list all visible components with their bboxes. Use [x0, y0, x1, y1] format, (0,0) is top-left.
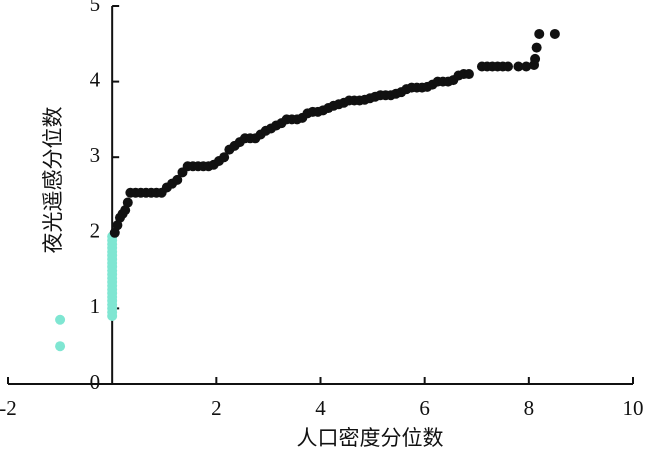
- point: [219, 152, 230, 163]
- y-tick-label: 5: [90, 0, 101, 16]
- y-tick-label: 1: [90, 294, 101, 318]
- x-tick-label: 2: [211, 396, 222, 420]
- point: [55, 341, 66, 352]
- y-tick-label: 4: [90, 67, 101, 91]
- y-tick-label: 2: [90, 219, 101, 243]
- point: [530, 53, 541, 64]
- point: [513, 61, 524, 72]
- x-tick-label: -2: [0, 396, 17, 420]
- point: [172, 174, 183, 185]
- point: [122, 197, 133, 208]
- point: [120, 205, 131, 216]
- point: [521, 61, 532, 72]
- y-axis-label: 夜光遥感分位数: [41, 107, 65, 254]
- y-tick-label: 0: [90, 370, 101, 394]
- x-tick-label: 10: [623, 396, 644, 420]
- point: [503, 61, 513, 72]
- point: [55, 314, 66, 325]
- point: [112, 220, 123, 231]
- x-tick-label: 4: [315, 396, 326, 420]
- point: [463, 69, 474, 80]
- point: [531, 42, 542, 53]
- y-tick-label: 3: [90, 143, 101, 167]
- x-tick-label: 6: [419, 396, 430, 420]
- x-tick-label: 8: [524, 396, 535, 420]
- point: [109, 227, 120, 238]
- point: [549, 28, 560, 39]
- point: [534, 28, 545, 39]
- x-axis-label: 人口密度分位数: [297, 426, 444, 450]
